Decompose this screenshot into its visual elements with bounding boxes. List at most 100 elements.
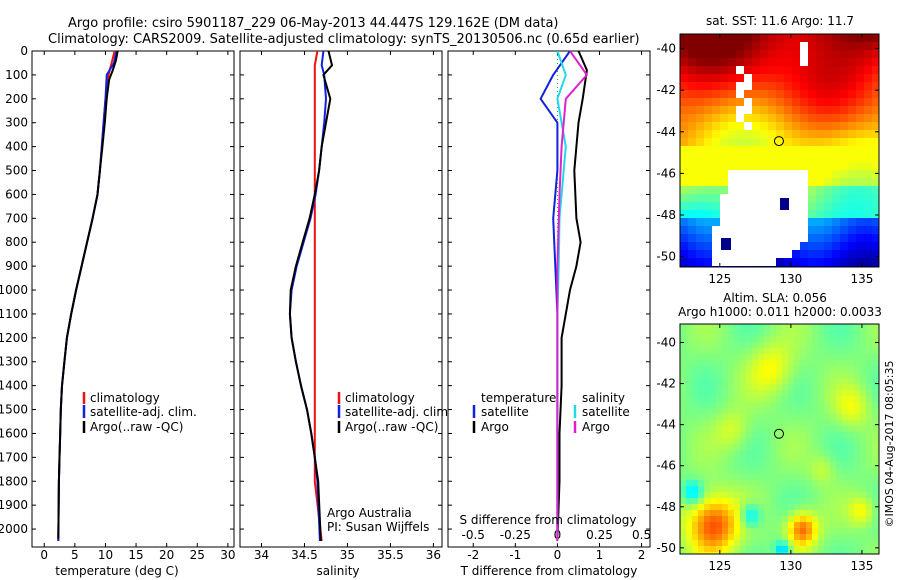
sla-cell: [722, 426, 729, 433]
sla-cell: [776, 546, 783, 553]
sla-cell: [758, 354, 765, 361]
sla-cell: [872, 366, 879, 373]
sla-cell: [764, 522, 771, 529]
sla-cell: [758, 528, 765, 535]
sla-cell: [788, 354, 795, 361]
sst-cell: [848, 194, 857, 203]
sla-cell: [728, 534, 735, 541]
sla-cell: [704, 372, 711, 379]
sla-cell: [812, 456, 819, 463]
sla-cell: [818, 450, 825, 457]
sst-cell: [824, 218, 833, 227]
sla-cell: [782, 402, 789, 409]
sla-cell: [818, 402, 825, 409]
sst-cell: [720, 90, 729, 99]
sst-cell: [856, 138, 865, 147]
sla-cell: [872, 414, 879, 421]
sla-cell: [722, 348, 729, 355]
sst-cell: [752, 34, 761, 43]
sla-cell: [740, 432, 747, 439]
sst-cell: [800, 242, 809, 251]
sst-cell: [856, 82, 865, 91]
sst-cell: [720, 250, 729, 259]
sst-cell: [816, 90, 825, 99]
sla-cell: [866, 504, 873, 511]
sst-cell: [688, 186, 697, 195]
sst-cell: [824, 242, 833, 251]
sla-cell: [734, 354, 741, 361]
sla-cell: [800, 330, 807, 337]
sla-cell: [740, 438, 747, 445]
sst-cell: [696, 82, 705, 91]
sla-cell: [830, 462, 837, 469]
sla-cell: [830, 540, 837, 547]
sst-cell: [696, 58, 705, 67]
sst-cell: [704, 226, 713, 235]
sla-cell: [746, 450, 753, 457]
sst-cell: [720, 34, 729, 43]
sla-cell: [740, 396, 747, 403]
sst-cell: [712, 218, 721, 227]
sst-cell: [752, 178, 761, 187]
sla-cell: [782, 504, 789, 511]
sst-cell: [688, 58, 697, 67]
sst-cell: [864, 82, 873, 91]
sla-cell: [758, 522, 765, 529]
sst-cell: [744, 106, 753, 115]
sla-cell: [824, 456, 831, 463]
sla-cell: [866, 378, 873, 385]
sst-cell: [712, 154, 721, 163]
sla-cell: [860, 534, 867, 541]
sst-cell: [808, 234, 817, 243]
sst-cell: [832, 178, 841, 187]
sst-cell: [848, 98, 857, 107]
sst-cell: [696, 178, 705, 187]
sla-cell: [836, 540, 843, 547]
sla-cell: [788, 432, 795, 439]
sst-cell: [752, 186, 761, 195]
sla-cell: [710, 450, 717, 457]
sst-cell: [800, 258, 809, 267]
sst-cell: [688, 90, 697, 99]
sla-cell: [806, 504, 813, 511]
sst-cell: [696, 202, 705, 211]
sst-cell: [824, 122, 833, 131]
sst-cell: [832, 162, 841, 171]
sst-cell: [680, 130, 689, 139]
sla-cell: [776, 468, 783, 475]
sla-cell: [794, 546, 801, 553]
sla-cell: [860, 486, 867, 493]
sla-cell: [752, 504, 759, 511]
sla-cell: [872, 354, 879, 361]
sst-cell: [696, 114, 705, 123]
sla-cell: [818, 372, 825, 379]
sla-cell: [710, 462, 717, 469]
sst-cell: [760, 138, 769, 147]
sla-cell: [842, 450, 849, 457]
lon-tick-label: 135: [850, 559, 873, 573]
x-tick-label: 25: [190, 548, 205, 562]
sla-cell: [710, 378, 717, 385]
sst-cell: [680, 250, 689, 259]
sst-cell: [776, 82, 785, 91]
sla-cell: [842, 462, 849, 469]
sla-cell: [800, 522, 807, 529]
sst-cell: [776, 162, 785, 171]
sla-cell: [830, 330, 837, 337]
sst-cell: [720, 218, 729, 227]
sla-cell: [746, 402, 753, 409]
sla-cell: [698, 474, 705, 481]
sla-cell: [800, 390, 807, 397]
sst-cell: [840, 194, 849, 203]
sst-cell: [704, 186, 713, 195]
sla-cell: [704, 468, 711, 475]
sst-cell: [792, 242, 801, 251]
sla-cell: [758, 534, 765, 541]
sst-cell: [872, 98, 879, 107]
sst-cell: [720, 226, 729, 235]
sst-cell: [832, 122, 841, 131]
lon-tick-label: 135: [850, 272, 873, 286]
sla-cell: [812, 384, 819, 391]
sst-cell: [720, 50, 729, 59]
sst-cell: [752, 146, 761, 155]
